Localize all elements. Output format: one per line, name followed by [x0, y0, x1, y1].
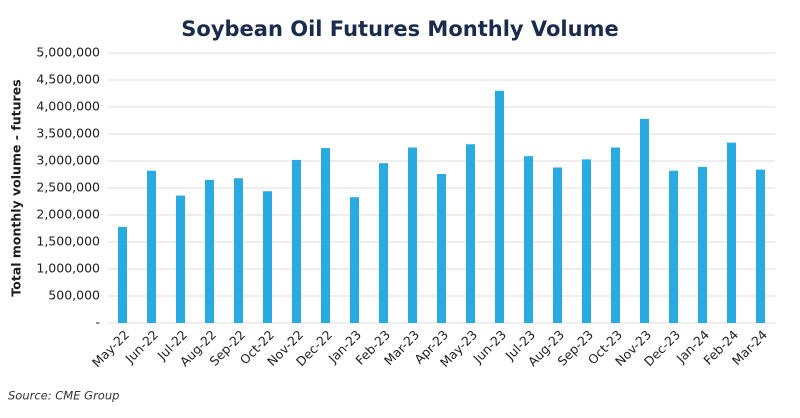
- y-tick-label: 1,000,000: [36, 261, 100, 276]
- bar: [263, 191, 272, 323]
- y-tick-label: 4,000,000: [36, 99, 100, 114]
- bar: [176, 195, 185, 323]
- y-tick-label: 4,500,000: [36, 72, 100, 87]
- bar: [727, 142, 736, 323]
- x-tick-label: Jun-22: [122, 327, 162, 367]
- bar: [553, 167, 562, 323]
- bar: [524, 156, 533, 323]
- y-tick-label: 5,000,000: [36, 45, 100, 60]
- bar: [205, 179, 214, 323]
- x-tick-label: Jun-23: [470, 327, 510, 367]
- bar: [640, 118, 649, 323]
- bar: [611, 147, 620, 323]
- bar: [118, 226, 127, 323]
- bar: [292, 159, 301, 323]
- bar: [408, 147, 417, 323]
- y-tick-label: 2,000,000: [36, 207, 100, 222]
- bar: [756, 169, 765, 323]
- bar: [321, 148, 330, 323]
- y-tick-label: 500,000: [48, 288, 100, 303]
- bar: [698, 166, 707, 323]
- bar: [495, 90, 504, 323]
- y-tick-label: 1,500,000: [36, 234, 100, 249]
- bar: [669, 170, 678, 323]
- source-note: Source: CME Group: [8, 389, 119, 403]
- bar: [437, 173, 446, 323]
- bar: [582, 159, 591, 323]
- bar: [147, 170, 156, 323]
- bar: [234, 178, 243, 323]
- bar: [379, 163, 388, 323]
- y-tick-label: 3,000,000: [36, 153, 100, 168]
- y-tick-label: 3,500,000: [36, 126, 100, 141]
- bar: [466, 144, 475, 323]
- chart-title: Soybean Oil Futures Monthly Volume: [181, 17, 618, 41]
- bar: [350, 197, 359, 323]
- y-tick-label: 2,500,000: [36, 180, 100, 195]
- x-tick-label: May-22: [89, 327, 132, 370]
- y-tick-label: -: [95, 315, 100, 330]
- y-axis-title: Total monthly volume - futures: [9, 79, 24, 296]
